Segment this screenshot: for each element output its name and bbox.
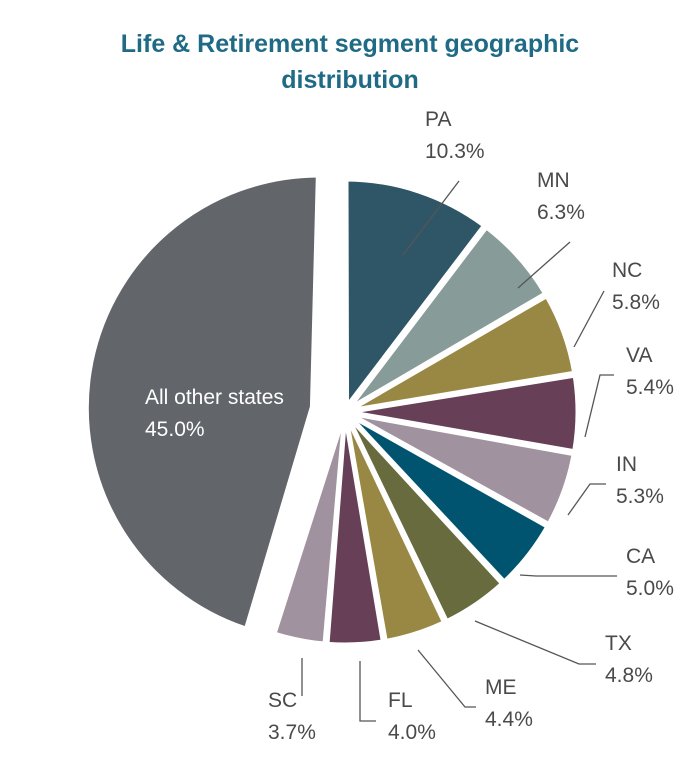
- slice-value-sc: 3.7%: [268, 721, 316, 744]
- leader-line-ca: [519, 574, 617, 577]
- leader-line-me: [417, 649, 476, 708]
- pie-slice-fl: [326, 418, 384, 646]
- pie-slice-tx: [347, 417, 503, 622]
- pie-slice-me: [345, 418, 445, 642]
- slice-label-all-other-states: All other states: [145, 386, 284, 409]
- pie-slice-nc: [351, 295, 576, 411]
- leader-line-nc: [573, 290, 605, 348]
- chart-title-line-2: distribution: [281, 66, 419, 94]
- leader-line-tx: [474, 620, 596, 665]
- slice-value-all-other-states: 45.0%: [145, 418, 205, 441]
- slice-label-va: VA: [626, 344, 652, 367]
- slice-value-tx: 4.8%: [605, 664, 653, 687]
- leader-line-fl: [359, 661, 376, 722]
- slice-value-fl: 4.0%: [388, 721, 436, 744]
- slice-label-nc: NC: [612, 259, 642, 282]
- slice-label-sc: SC: [268, 689, 297, 712]
- chart-title: Life & Retirement segment geographic dis…: [0, 26, 700, 98]
- pie-slice-in: [351, 413, 575, 525]
- slice-value-nc: 5.8%: [612, 291, 660, 314]
- leader-line-pa: [402, 180, 460, 256]
- slice-value-va: 5.4%: [626, 376, 674, 399]
- leader-line-va: [584, 374, 614, 438]
- pie-slice-mn: [349, 226, 546, 409]
- pie-slice-ca: [349, 415, 549, 583]
- slice-value-mn: 6.3%: [537, 201, 585, 224]
- slice-label-mn: MN: [537, 169, 570, 192]
- slice-label-pa: PA: [425, 108, 451, 131]
- chart-title-line-1: Life & Retirement segment geographic: [120, 30, 580, 58]
- slice-label-ca: CA: [626, 545, 655, 568]
- pie-slice-pa: [345, 178, 485, 406]
- pie-slice-all-other-states: [85, 174, 319, 630]
- slice-value-pa: 10.3%: [425, 140, 485, 163]
- leader-line-in: [567, 483, 606, 516]
- slice-value-ca: 5.0%: [626, 577, 674, 600]
- slice-value-me: 4.4%: [485, 708, 533, 731]
- slice-value-in: 5.3%: [616, 485, 664, 508]
- slice-label-in: IN: [616, 453, 637, 476]
- leader-line-mn: [517, 241, 571, 289]
- pie-slice-sc: [273, 418, 345, 645]
- slice-label-tx: TX: [605, 632, 632, 655]
- slice-label-me: ME: [485, 676, 517, 699]
- pie-slice-va: [351, 374, 579, 453]
- slice-label-fl: FL: [388, 689, 413, 712]
